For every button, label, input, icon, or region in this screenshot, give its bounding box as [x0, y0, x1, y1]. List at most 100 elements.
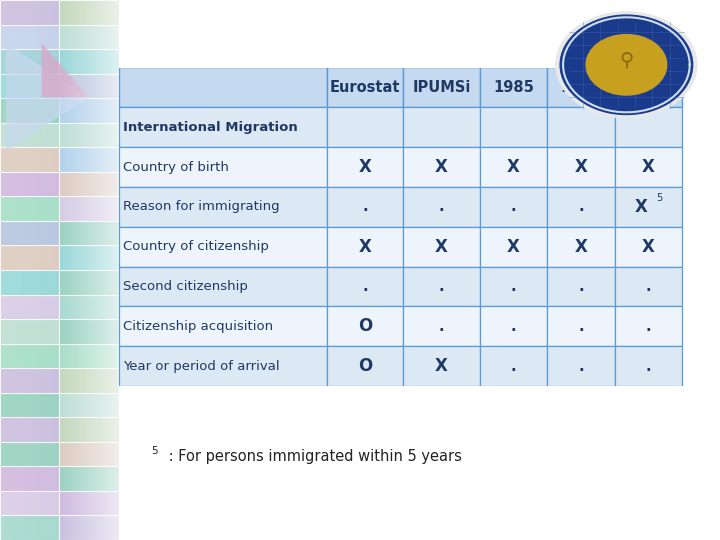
Text: X: X — [507, 158, 520, 176]
Bar — [60, 319, 119, 343]
Text: .: . — [438, 199, 444, 214]
Bar — [0, 491, 60, 516]
Bar — [327, 307, 403, 346]
Bar — [60, 24, 119, 49]
Bar — [91, 0, 95, 540]
Bar — [480, 68, 547, 107]
Bar — [403, 107, 480, 147]
Text: X: X — [642, 158, 654, 176]
Text: ⚲: ⚲ — [619, 51, 634, 70]
Bar — [16, 0, 20, 540]
Bar — [0, 221, 60, 246]
Text: 5: 5 — [151, 446, 158, 456]
Text: : For persons immigrated within 5 years: : For persons immigrated within 5 years — [163, 449, 462, 464]
Text: .: . — [578, 359, 584, 374]
Bar — [0, 49, 60, 73]
Bar — [615, 227, 682, 267]
Bar — [63, 0, 68, 540]
Bar — [60, 172, 119, 197]
Bar — [480, 107, 547, 147]
Bar — [547, 307, 615, 346]
Bar — [547, 346, 615, 386]
Bar — [119, 68, 327, 107]
Bar — [60, 368, 119, 393]
Bar — [403, 307, 480, 346]
Bar — [327, 227, 403, 267]
Bar — [119, 227, 327, 267]
Text: .: . — [646, 319, 651, 334]
Text: Eurostat: Eurostat — [330, 80, 400, 95]
Text: X: X — [359, 158, 372, 176]
Bar — [0, 123, 60, 147]
Bar — [547, 68, 615, 107]
Bar — [24, 0, 28, 540]
Text: .: . — [510, 319, 516, 334]
Bar — [60, 0, 119, 24]
Text: O: O — [358, 357, 372, 375]
Bar — [0, 147, 60, 172]
Bar — [0, 393, 60, 417]
Bar — [12, 0, 16, 540]
Bar — [0, 197, 60, 221]
Text: International Migration: International Migration — [124, 121, 298, 134]
Bar — [95, 0, 99, 540]
Bar — [103, 0, 107, 540]
Text: Reason for immigrating: Reason for immigrating — [124, 200, 280, 213]
Bar — [60, 246, 119, 270]
Bar — [0, 98, 60, 123]
Bar — [71, 0, 75, 540]
Text: X: X — [507, 238, 520, 256]
Bar — [119, 267, 327, 307]
Bar — [615, 307, 682, 346]
Bar — [115, 0, 119, 540]
Text: .: . — [438, 279, 444, 294]
Bar — [60, 98, 119, 123]
Bar — [60, 123, 119, 147]
Bar — [480, 307, 547, 346]
Bar — [327, 68, 403, 107]
Bar — [60, 417, 119, 442]
Text: .: . — [362, 279, 368, 294]
Bar — [20, 0, 24, 540]
Bar — [0, 24, 60, 49]
Text: .: . — [646, 279, 651, 294]
Bar — [60, 516, 119, 540]
Polygon shape — [6, 43, 89, 151]
Bar — [0, 319, 60, 343]
Bar — [0, 368, 60, 393]
Bar — [52, 0, 55, 540]
Circle shape — [556, 12, 697, 118]
Bar — [615, 147, 682, 187]
Bar — [60, 467, 119, 491]
Text: .: . — [510, 199, 516, 214]
Bar — [84, 0, 87, 540]
Text: X: X — [635, 198, 648, 216]
Bar — [32, 0, 36, 540]
Bar — [119, 107, 327, 147]
Bar — [615, 346, 682, 386]
Bar — [480, 147, 547, 187]
Bar — [327, 187, 403, 227]
Bar — [99, 0, 103, 540]
Bar — [60, 0, 63, 540]
Bar — [547, 187, 615, 227]
Bar — [403, 227, 480, 267]
Bar — [0, 0, 4, 540]
Bar — [119, 187, 327, 227]
Bar — [327, 346, 403, 386]
Bar — [60, 49, 119, 73]
Circle shape — [586, 35, 667, 95]
Bar — [480, 187, 547, 227]
Bar — [40, 0, 44, 540]
Text: X: X — [435, 158, 448, 176]
Text: Year or period of arrival: Year or period of arrival — [124, 360, 280, 373]
Text: .: . — [578, 199, 584, 214]
Bar — [0, 417, 60, 442]
Bar — [111, 0, 115, 540]
Bar — [44, 0, 48, 540]
Bar — [60, 343, 119, 368]
Bar — [0, 343, 60, 368]
Bar — [79, 0, 84, 540]
Text: 2000: 2000 — [628, 80, 669, 95]
Bar — [60, 197, 119, 221]
